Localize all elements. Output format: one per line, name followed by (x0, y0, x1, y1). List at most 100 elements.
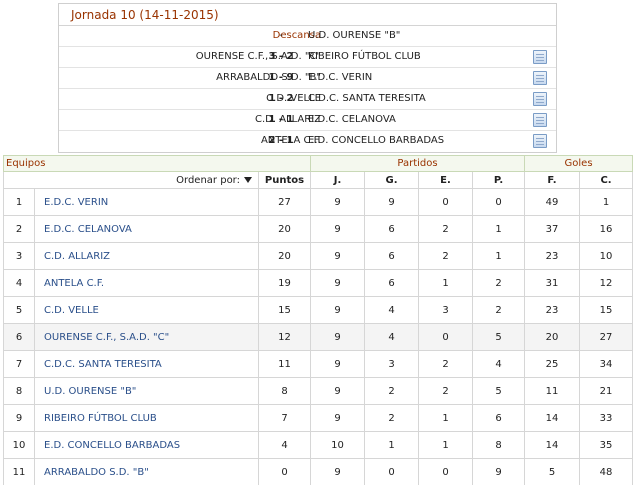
stat-g-cell: 6 (364, 269, 419, 297)
home-team: ARRABALDO S.D. "B" (216, 72, 321, 83)
stat-p-cell: 9 (471, 458, 526, 485)
stat-c-cell: 35 (579, 431, 633, 459)
match-score: - (279, 30, 283, 41)
match-score: 3 - 2 (268, 51, 294, 62)
group-header-partidos: Partidos (309, 155, 526, 172)
stat-c-cell: 48 (579, 458, 633, 485)
column-header-row: Ordenar por: Puntos J. G. E. P. F. C. (3, 171, 633, 189)
stat-g-cell: 2 (364, 404, 419, 432)
stat-g-cell: 9 (364, 188, 419, 216)
stat-f-cell: 20 (524, 323, 581, 351)
team-link[interactable]: E.D.C. CELANOVA (34, 215, 259, 243)
stat-p-cell: 0 (471, 188, 526, 216)
sort-by-puntos-link[interactable]: Puntos (264, 174, 305, 186)
table-row: 1 E.D.C. VERIN 27 9 9 0 0 49 1 (3, 188, 633, 216)
document-icon[interactable] (533, 50, 547, 64)
stat-e-cell: 2 (418, 350, 473, 378)
stat-c-cell: 16 (579, 215, 633, 243)
match-row: OURENSE C.F., S.A.D. "C" 3 - 2 RIBEIRO FÚT… (59, 47, 556, 68)
stat-p-cell: 2 (471, 269, 526, 297)
stat-f-cell: 23 (524, 242, 581, 270)
stat-e-cell: 3 (418, 296, 473, 324)
document-icon[interactable] (533, 113, 547, 127)
position-cell: 2 (3, 215, 35, 243)
standings-table: Equipos Partidos Goles Ordenar por: Punt… (3, 155, 633, 485)
table-row: 11 ARRABALDO S.D. "B" 0 9 0 0 9 5 48 (3, 458, 633, 485)
stat-c-cell: 1 (579, 188, 633, 216)
position-cell: 6 (3, 323, 35, 351)
stat-g-cell: 1 (364, 431, 419, 459)
rest-label: Descansa (272, 30, 321, 41)
stat-pts-cell: 8 (258, 377, 311, 405)
match-row: Descansa - U.D. OURENSE "B" (59, 26, 556, 47)
home-team: ANTELA C.F. (260, 135, 321, 146)
stat-pts-cell: 12 (258, 323, 311, 351)
table-row: 9 RIBEIRO FÚTBOL CLUB 7 9 2 1 6 14 33 (3, 404, 633, 432)
column-header-c: C. (579, 171, 633, 189)
stat-p-cell: 1 (471, 215, 526, 243)
team-link[interactable]: OURENSE C.F., S.A.D. "C" (34, 323, 259, 351)
match-score: 2 - 1 (268, 135, 294, 146)
stat-e-cell: 1 (418, 431, 473, 459)
stat-j-cell: 9 (310, 188, 365, 216)
column-header-f: F. (524, 171, 581, 189)
stat-c-cell: 15 (579, 296, 633, 324)
table-row: 4 ANTELA C.F. 19 9 6 1 2 31 12 (3, 269, 633, 297)
stat-g-cell: 4 (364, 296, 419, 324)
team-link[interactable]: ANTELA C.F. (34, 269, 259, 297)
home-team: C.D. ALLARIZ (254, 114, 321, 125)
stat-j-cell: 9 (310, 269, 365, 297)
stat-e-cell: 0 (418, 458, 473, 485)
away-team: E.D.C. VERIN (308, 72, 373, 83)
team-link[interactable]: ARRABALDO S.D. "B" (34, 458, 259, 485)
order-by-label: Ordenar por: (176, 174, 240, 186)
stat-c-cell: 27 (579, 323, 633, 351)
team-link[interactable]: C.D.C. SANTA TERESITA (34, 350, 259, 378)
team-link[interactable]: E.D. CONCELLO BARBADAS (34, 431, 259, 459)
stat-g-cell: 6 (364, 242, 419, 270)
position-cell: 8 (3, 377, 35, 405)
stat-g-cell: 0 (364, 458, 419, 485)
stat-p-cell: 6 (471, 404, 526, 432)
match-score: 1 - 1 (268, 114, 294, 125)
document-icon[interactable] (533, 92, 547, 106)
table-row: 2 E.D.C. CELANOVA 20 9 6 2 1 37 16 (3, 215, 633, 243)
table-row: 10 E.D. CONCELLO BARBADAS 4 10 1 1 8 14 35 (3, 431, 633, 459)
group-header-equipos: Equipos (3, 155, 311, 172)
stat-f-cell: 25 (524, 350, 581, 378)
jornada-title: Jornada 10 (14-11-2015) (59, 4, 556, 26)
table-row: 6 OURENSE C.F., S.A.D. "C" 12 9 4 0 5 20 27 (3, 323, 633, 351)
match-row: ARRABALDO S.D. "B" 1 - 9 E.D.C. VERIN (59, 68, 556, 89)
table-row: 3 C.D. ALLARIZ 20 9 6 2 1 23 10 (3, 242, 633, 270)
match-row: C.D. VELLE 1 - 2 C.D.C. SANTA TERESITA (59, 89, 556, 110)
team-link[interactable]: RIBEIRO FÚTBOL CLUB (34, 404, 259, 432)
team-link[interactable]: E.D.C. VERIN (34, 188, 259, 216)
stat-e-cell: 2 (418, 242, 473, 270)
column-header-p: P. (471, 171, 526, 189)
sort-down-triangle-icon[interactable] (244, 176, 252, 183)
stat-f-cell: 37 (524, 215, 581, 243)
table-row: 8 U.D. OURENSE "B" 8 9 2 2 5 11 21 (3, 377, 633, 405)
stat-c-cell: 21 (579, 377, 633, 405)
stat-j-cell: 9 (310, 323, 365, 351)
stat-pts-cell: 19 (258, 269, 311, 297)
document-icon[interactable] (533, 71, 547, 85)
position-cell: 1 (3, 188, 35, 216)
team-link[interactable]: U.D. OURENSE "B" (34, 377, 259, 405)
stat-pts-cell: 20 (258, 215, 311, 243)
stat-c-cell: 12 (579, 269, 633, 297)
stat-j-cell: 9 (310, 377, 365, 405)
match-row: C.D. ALLARIZ 1 - 1 E.D.C. CELANOVA (59, 110, 556, 131)
team-link[interactable]: C.D. VELLE (34, 296, 259, 324)
table-row: 7 C.D.C. SANTA TERESITA 11 9 3 2 4 25 34 (3, 350, 633, 378)
team-link[interactable]: C.D. ALLARIZ (34, 242, 259, 270)
away-team: RIBEIRO FÚTBOL CLUB (308, 51, 421, 62)
document-icon[interactable] (533, 134, 547, 148)
column-header-puntos[interactable]: Puntos (258, 171, 311, 189)
stat-j-cell: 9 (310, 404, 365, 432)
stat-e-cell: 0 (418, 188, 473, 216)
column-header-e: E. (418, 171, 473, 189)
stat-p-cell: 5 (471, 323, 526, 351)
match-list: Descansa - U.D. OURENSE "B" OURENSE C.F., S… (59, 26, 556, 152)
stat-p-cell: 4 (471, 350, 526, 378)
